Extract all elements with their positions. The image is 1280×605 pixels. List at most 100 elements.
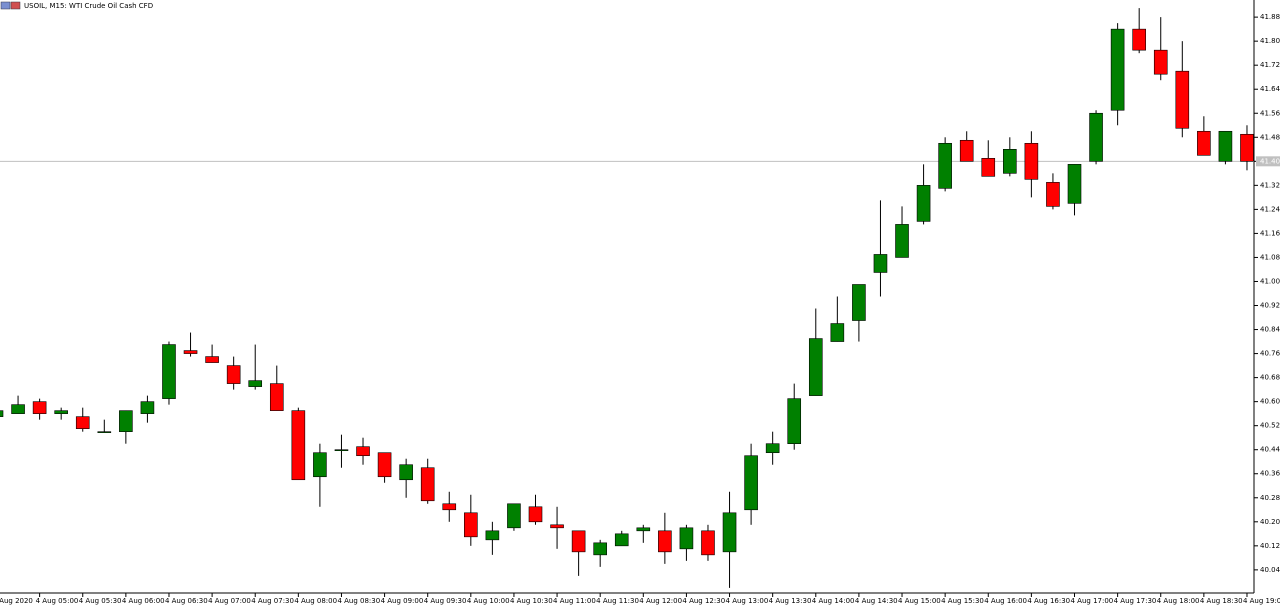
candle-body — [1046, 182, 1060, 207]
candle-body — [765, 443, 780, 454]
candle-body — [313, 452, 327, 478]
candle-body — [226, 365, 241, 384]
candle-body — [1218, 130, 1233, 162]
candle-body — [507, 503, 521, 529]
candle-body — [442, 503, 457, 511]
x-tick-label: 4 Aug 05:00 — [36, 597, 79, 605]
candle-body — [0, 410, 4, 417]
candle-body — [248, 380, 263, 387]
x-tick-label: 4 Aug 19:00 — [1243, 597, 1280, 605]
x-tick-label: 4 Aug 12:00 — [639, 597, 682, 605]
candle-body — [830, 323, 845, 342]
candle-body — [1153, 49, 1168, 75]
y-tick-label: 40.28 — [1260, 494, 1280, 502]
candle-body — [334, 449, 349, 452]
candle-body — [916, 185, 931, 222]
y-tick-label: 40.76 — [1260, 350, 1280, 358]
candle-body — [614, 533, 629, 547]
x-tick-label: 4 Aug 06:00 — [122, 597, 165, 605]
y-tick-label: 40.44 — [1260, 446, 1280, 454]
x-tick-label: 4 Aug 13:00 — [726, 597, 769, 605]
y-tick-label: 40.60 — [1260, 398, 1280, 406]
candle-body — [981, 158, 996, 177]
candle-body — [32, 401, 47, 414]
candle-body — [550, 524, 564, 529]
y-tick-label: 41.32 — [1260, 181, 1280, 189]
candle-body — [205, 356, 219, 363]
y-tick-label: 41.08 — [1260, 253, 1280, 261]
candle-body — [528, 506, 543, 523]
y-tick-label: 41.48 — [1260, 133, 1280, 141]
icon — [10, 1, 21, 10]
candle-body — [54, 410, 68, 414]
x-tick-label: 4 Aug 14:30 — [855, 597, 898, 605]
candle-body — [11, 404, 25, 414]
candle-body — [1197, 130, 1211, 156]
x-tick-label: 4 Aug 08:30 — [337, 597, 380, 605]
x-tick-label: 4 Aug 11:30 — [596, 597, 639, 605]
y-tick-label: 41.00 — [1260, 277, 1280, 285]
y-tick-label: 40.36 — [1260, 470, 1280, 478]
candle-body — [485, 530, 500, 541]
y-tick-label: 40.52 — [1260, 422, 1280, 430]
y-tick-label: 40.68 — [1260, 374, 1280, 382]
candle-body — [119, 410, 133, 432]
x-tick-label: 4 Aug 08:00 — [294, 597, 337, 605]
candle-body — [377, 452, 392, 478]
y-tick-label: 41.16 — [1260, 229, 1280, 237]
x-tick-label: 4 Aug 14:00 — [812, 597, 855, 605]
candle-body — [140, 401, 155, 414]
y-tick-label: 40.20 — [1260, 518, 1280, 526]
x-tick-label: 4 Aug 10:00 — [467, 597, 510, 605]
x-tick-label: 4 Aug 17:00 — [1071, 597, 1114, 605]
candle-body — [895, 224, 909, 258]
candle-body — [75, 416, 90, 429]
y-tick-label: 41.80 — [1260, 37, 1280, 45]
x-tick-label: 4 Aug 07:30 — [251, 597, 294, 605]
y-tick-label: 41.64 — [1260, 85, 1280, 93]
candle-body — [808, 338, 823, 396]
candle-body — [701, 530, 715, 556]
x-tick-label: 4 Aug 15:00 — [898, 597, 941, 605]
y-tick-label: 40.84 — [1260, 326, 1280, 334]
candle-body — [183, 350, 198, 354]
candle-body — [97, 431, 112, 433]
candle-body — [1089, 112, 1103, 162]
x-tick-label: 4 Aug 17:30 — [1114, 597, 1157, 605]
candle-body — [464, 512, 478, 538]
y-tick-label: 40.92 — [1260, 302, 1280, 310]
candle-body — [162, 344, 176, 399]
candle-body — [852, 284, 866, 321]
candle-body — [679, 527, 694, 550]
x-tick-label: 4 Aug 05:30 — [79, 597, 122, 605]
chart-title: USOIL, M15: WTI Crude Oil Cash CFD — [24, 2, 153, 10]
x-tick-label: 4 Aug 18:30 — [1200, 597, 1243, 605]
candle-body — [744, 455, 758, 511]
candle-body — [593, 542, 607, 556]
candle-body — [356, 446, 370, 457]
x-tick-label: 4 Aug 10:30 — [510, 597, 553, 605]
x-tick-label: 4 Aug 13:30 — [769, 597, 812, 605]
candle-body — [1067, 164, 1082, 204]
candle-body — [658, 530, 672, 553]
x-tick-label: 4 Aug 07:00 — [208, 597, 251, 605]
x-tick-label: 4 Aug 06:30 — [165, 597, 208, 605]
x-tick-label: 4 Aug 15:30 — [941, 597, 984, 605]
x-tick-label: 4 Aug 12:30 — [682, 597, 725, 605]
y-tick-label: 41.24 — [1260, 205, 1280, 213]
candle-body — [722, 512, 737, 553]
candle-body — [1024, 142, 1039, 180]
x-tick-label: 4 Aug 16:00 — [984, 597, 1027, 605]
candle-body — [291, 410, 306, 481]
price-label-box — [1256, 156, 1280, 167]
x-tick-label: 4 Aug 16:30 — [1027, 597, 1070, 605]
price-label: 41.40 — [1260, 157, 1280, 165]
y-tick-label: 41.56 — [1260, 109, 1280, 117]
y-tick-label: 41.88 — [1260, 13, 1280, 21]
y-tick-label: 40.12 — [1260, 542, 1280, 550]
y-tick-label: 41.72 — [1260, 61, 1280, 69]
x-tick-label: 4 Aug 09:00 — [381, 597, 424, 605]
candle-body — [1240, 133, 1254, 162]
